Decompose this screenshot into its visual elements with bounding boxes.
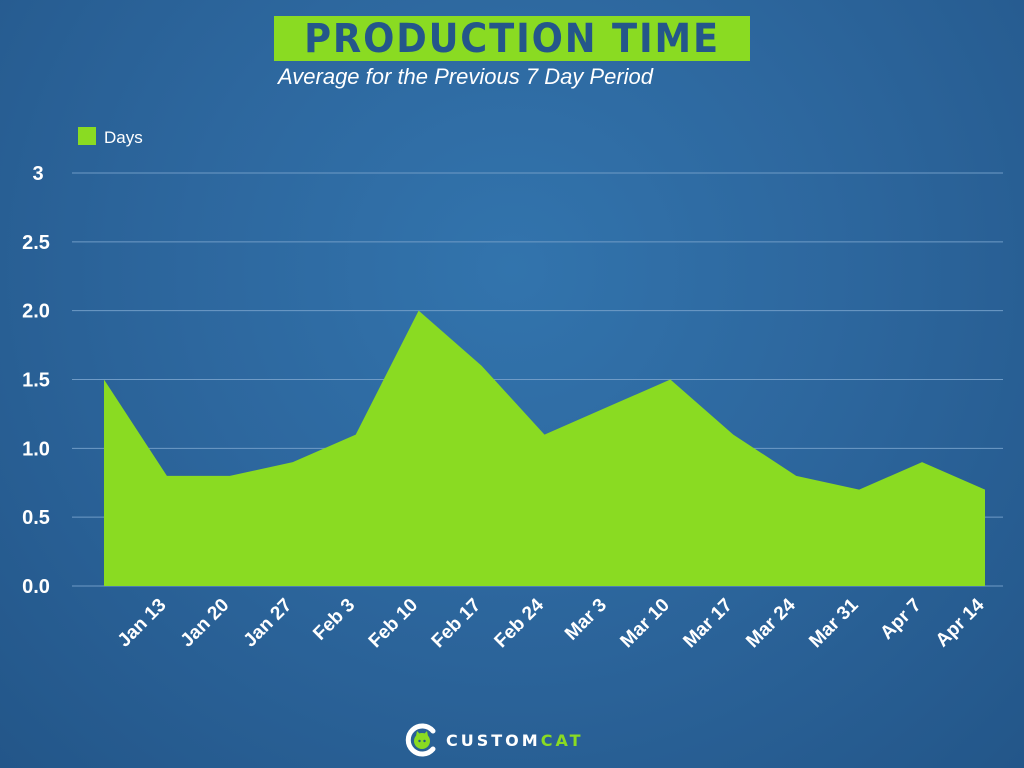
x-tick-label: Jan 13 xyxy=(114,595,171,652)
chart-title: PRODUCTION TIME xyxy=(304,15,720,62)
y-tick-label: 2.5 xyxy=(22,232,50,254)
legend-label-days: Days xyxy=(104,128,143,147)
y-tick-label: 2.0 xyxy=(22,301,50,323)
x-tick-label: Apr 14 xyxy=(932,594,989,651)
x-tick-label: Jan 20 xyxy=(177,595,234,652)
y-tick-label: 3 xyxy=(32,163,43,185)
x-tick-label: Mar 24 xyxy=(742,594,800,652)
x-tick-label: Feb 24 xyxy=(491,594,549,652)
y-tick-label: 1.0 xyxy=(22,438,50,460)
y-tick-label: 0.0 xyxy=(22,576,50,598)
brand-name-part1: CUSTOM xyxy=(446,730,541,750)
y-tick-label: 0.5 xyxy=(22,507,50,529)
x-tick-label: Apr 7 xyxy=(876,595,925,644)
x-tick-label: Mar 31 xyxy=(805,594,863,652)
cat-logo-icon xyxy=(405,723,436,757)
y-tick-label: 1.5 xyxy=(22,370,50,392)
x-tick-label: Mar 3 xyxy=(561,595,611,645)
x-tick-label: Mar 17 xyxy=(679,595,736,652)
x-tick-label: Feb 3 xyxy=(309,595,359,645)
x-tick-label: Jan 27 xyxy=(240,595,297,652)
x-tick-label: Feb 17 xyxy=(428,595,485,652)
brand-logo: CUSTOMCAT xyxy=(404,720,584,760)
legend-swatch-days xyxy=(78,127,96,145)
chart-subtitle: Average for the Previous 7 Day Period xyxy=(278,64,654,89)
x-tick-label: Feb 10 xyxy=(365,595,422,652)
series-area-days xyxy=(104,310,985,586)
x-tick-label: Mar 10 xyxy=(616,595,673,652)
brand-name: CUSTOMCAT xyxy=(446,731,584,750)
chart-title-box: PRODUCTION TIME xyxy=(274,15,750,62)
brand-name-part2: CAT xyxy=(540,730,584,750)
